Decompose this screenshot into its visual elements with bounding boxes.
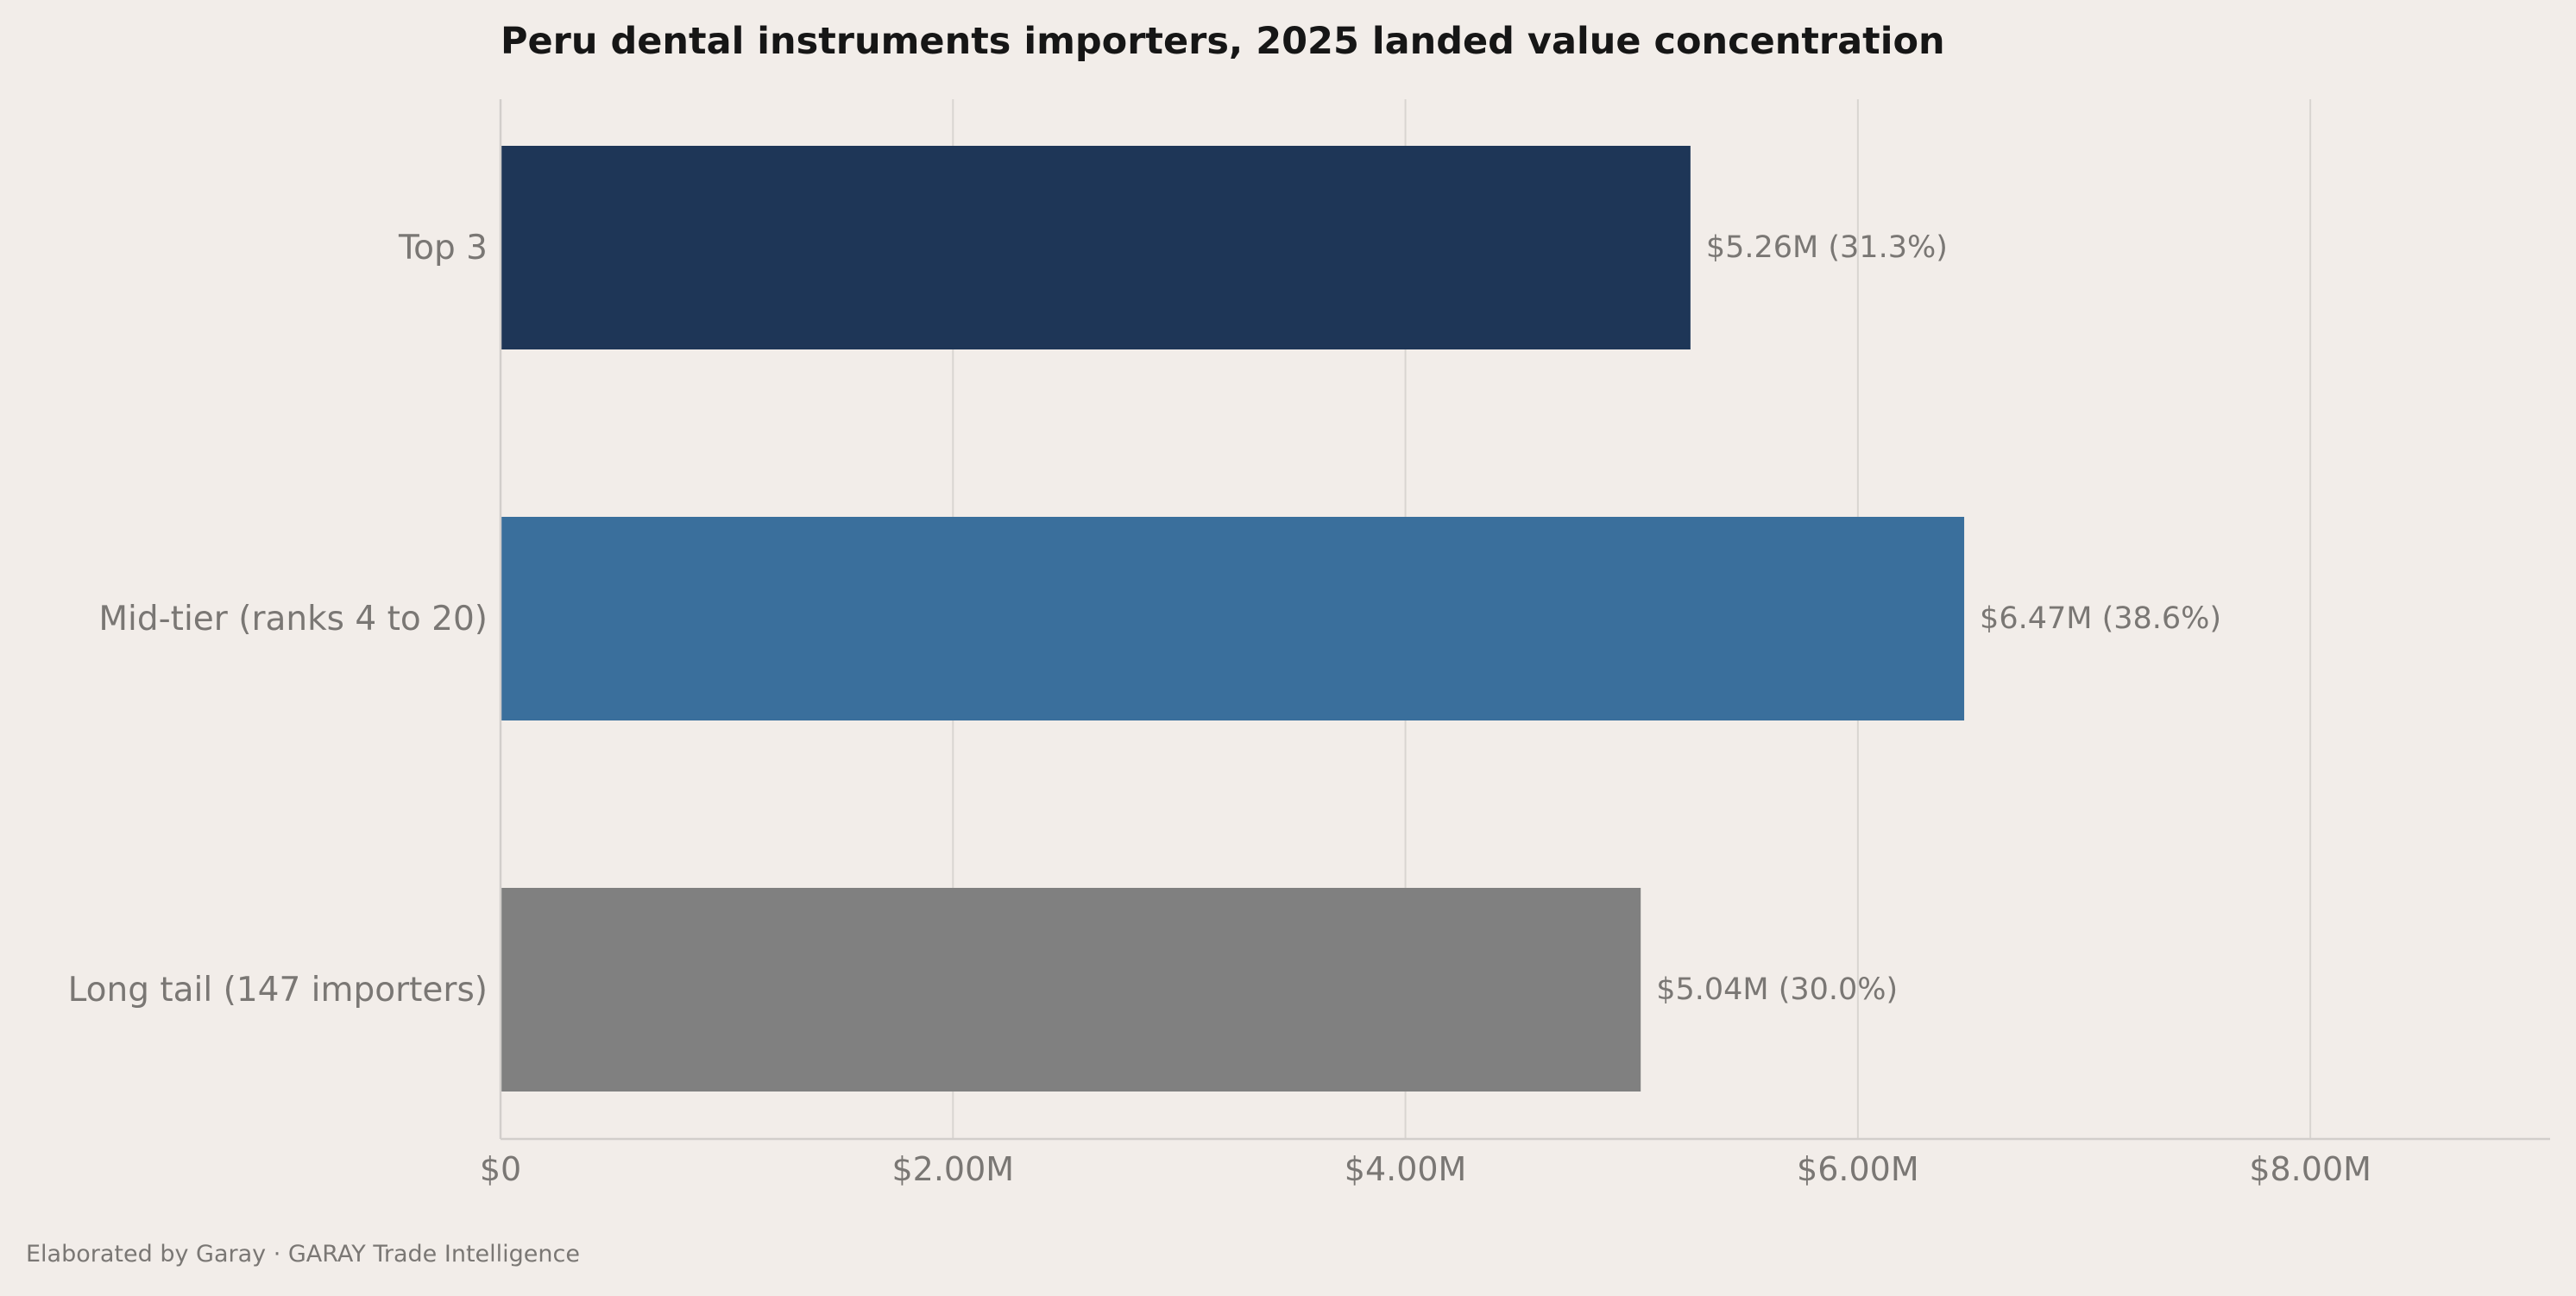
chart-title: Peru dental instruments importers, 2025 … <box>501 20 1945 63</box>
category-label: Long tail (147 importers) <box>68 971 488 1010</box>
category-label: Mid-tier (ranks 4 to 20) <box>98 600 488 639</box>
x-tick-label: $0 <box>480 1150 521 1188</box>
labels: $0 $2.00M $4.00M $6.00M $8.00M Top 3 $5.26M (3… <box>68 229 2371 1188</box>
footer-credit: Elaborated by Garay · GARAY Trade Intell… <box>26 1241 580 1268</box>
x-tick-label: $4.00M <box>1345 1150 1467 1188</box>
x-tick-label: $8.00M <box>2249 1150 2371 1188</box>
bar <box>501 517 1965 720</box>
data-label: $6.47M (38.6%) <box>1980 601 2221 636</box>
bar <box>501 888 1641 1092</box>
data-label: $5.04M (30.0%) <box>1656 972 1898 1007</box>
axes <box>499 99 2550 1141</box>
x-tick-label: $2.00M <box>891 1150 1014 1188</box>
bar <box>501 146 1691 349</box>
bars <box>501 146 1965 1092</box>
category-label: Top 3 <box>398 229 488 267</box>
data-label: $5.26M (31.3%) <box>1706 230 1948 265</box>
x-tick-label: $6.00M <box>1797 1150 1919 1188</box>
